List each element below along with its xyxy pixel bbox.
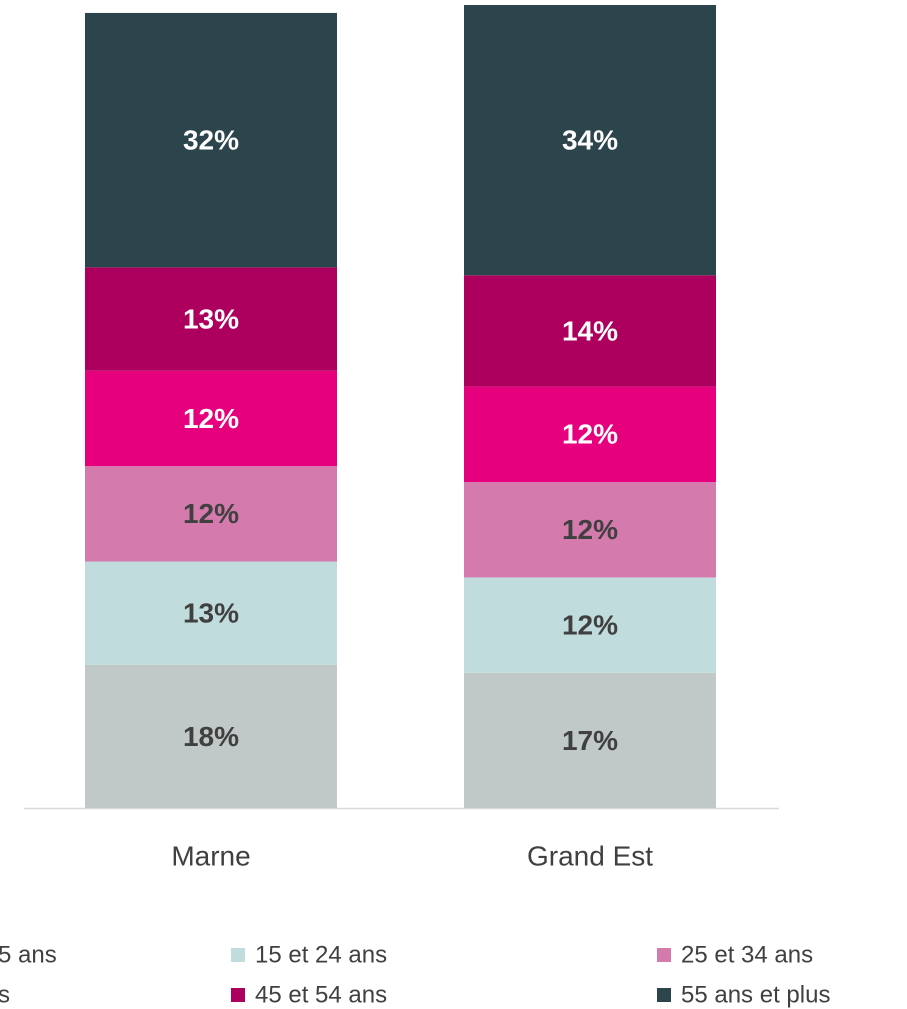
legend-label: 45 et 54 ans [255,981,387,1008]
bar-segment [464,5,716,276]
bar-segment [464,275,716,387]
bar-segment [464,482,716,578]
legend-marker [657,948,671,962]
data-label: 18% [183,721,239,752]
data-label: 12% [562,610,618,641]
bar-segment [85,12,337,268]
data-label: 14% [562,315,618,346]
legend-label: 15 et 24 ans [255,941,387,968]
legend-label: 25 et 34 ans [681,941,813,968]
bar-segment [85,370,337,467]
bar-segment [85,466,337,562]
data-label: 32% [183,125,239,156]
bar-segment [464,386,716,483]
legend-marker [657,988,671,1002]
data-label: 34% [562,125,618,156]
data-label: 12% [562,419,618,450]
bar-segment [464,577,716,673]
data-label: 12% [562,514,618,545]
legend-label: s [0,981,10,1008]
data-label: 13% [183,598,239,629]
data-label: 12% [183,403,239,434]
data-label: 12% [183,498,239,529]
x-tick-label: Grand Est [527,840,653,871]
data-label: 13% [183,303,239,334]
bar-segment [85,561,337,665]
bar-segment [464,672,716,808]
legend-label: 55 ans et plus [681,981,830,1008]
legend-marker [231,948,245,962]
data-label: 17% [562,725,618,756]
legend-marker [231,988,245,1002]
bar-segment [85,267,337,371]
x-tick-label: Marne [171,840,250,871]
bar-segment [85,664,337,808]
legend-label: 5 ans [0,941,57,968]
